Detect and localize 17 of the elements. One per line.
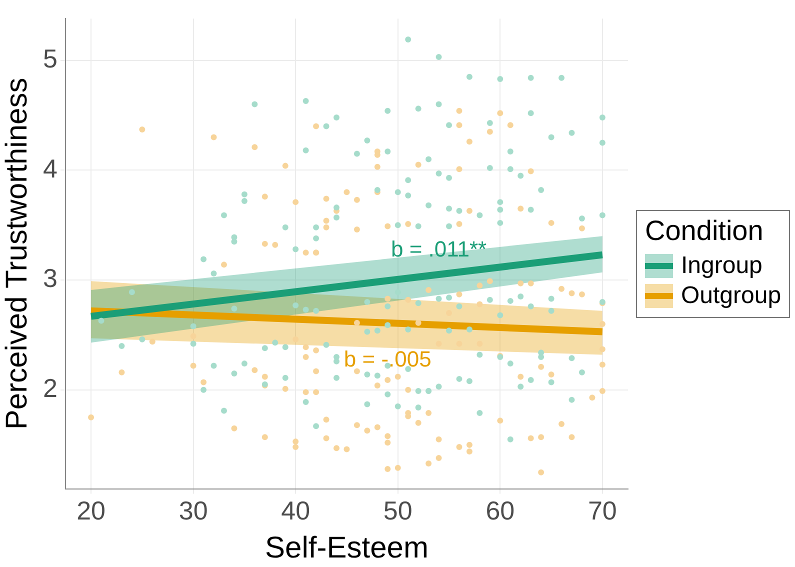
legend-label: Ingroup bbox=[681, 252, 762, 280]
x-tick-label: 50 bbox=[383, 496, 412, 526]
x-tick-label: 30 bbox=[178, 496, 208, 526]
legend-title: Condition bbox=[645, 215, 764, 247]
x-axis-title: Self-Esteem bbox=[265, 531, 428, 564]
y-tick-label: 4 bbox=[42, 153, 58, 184]
annotation: b = -.005 bbox=[344, 346, 432, 372]
y-tick-label: 3 bbox=[42, 263, 58, 294]
legend-label: Outgroup bbox=[681, 282, 782, 310]
y-tick-label: 2 bbox=[42, 373, 58, 404]
x-tick-label: 60 bbox=[486, 496, 515, 526]
x-tick-label: 70 bbox=[588, 496, 617, 526]
annotation: b = .011** bbox=[390, 236, 488, 262]
x-tick-label: 20 bbox=[76, 496, 106, 526]
y-axis-title: Perceived Trustworthiness bbox=[0, 78, 34, 430]
y-tick-label: 5 bbox=[42, 44, 58, 74]
x-tick-label: 40 bbox=[281, 496, 310, 526]
